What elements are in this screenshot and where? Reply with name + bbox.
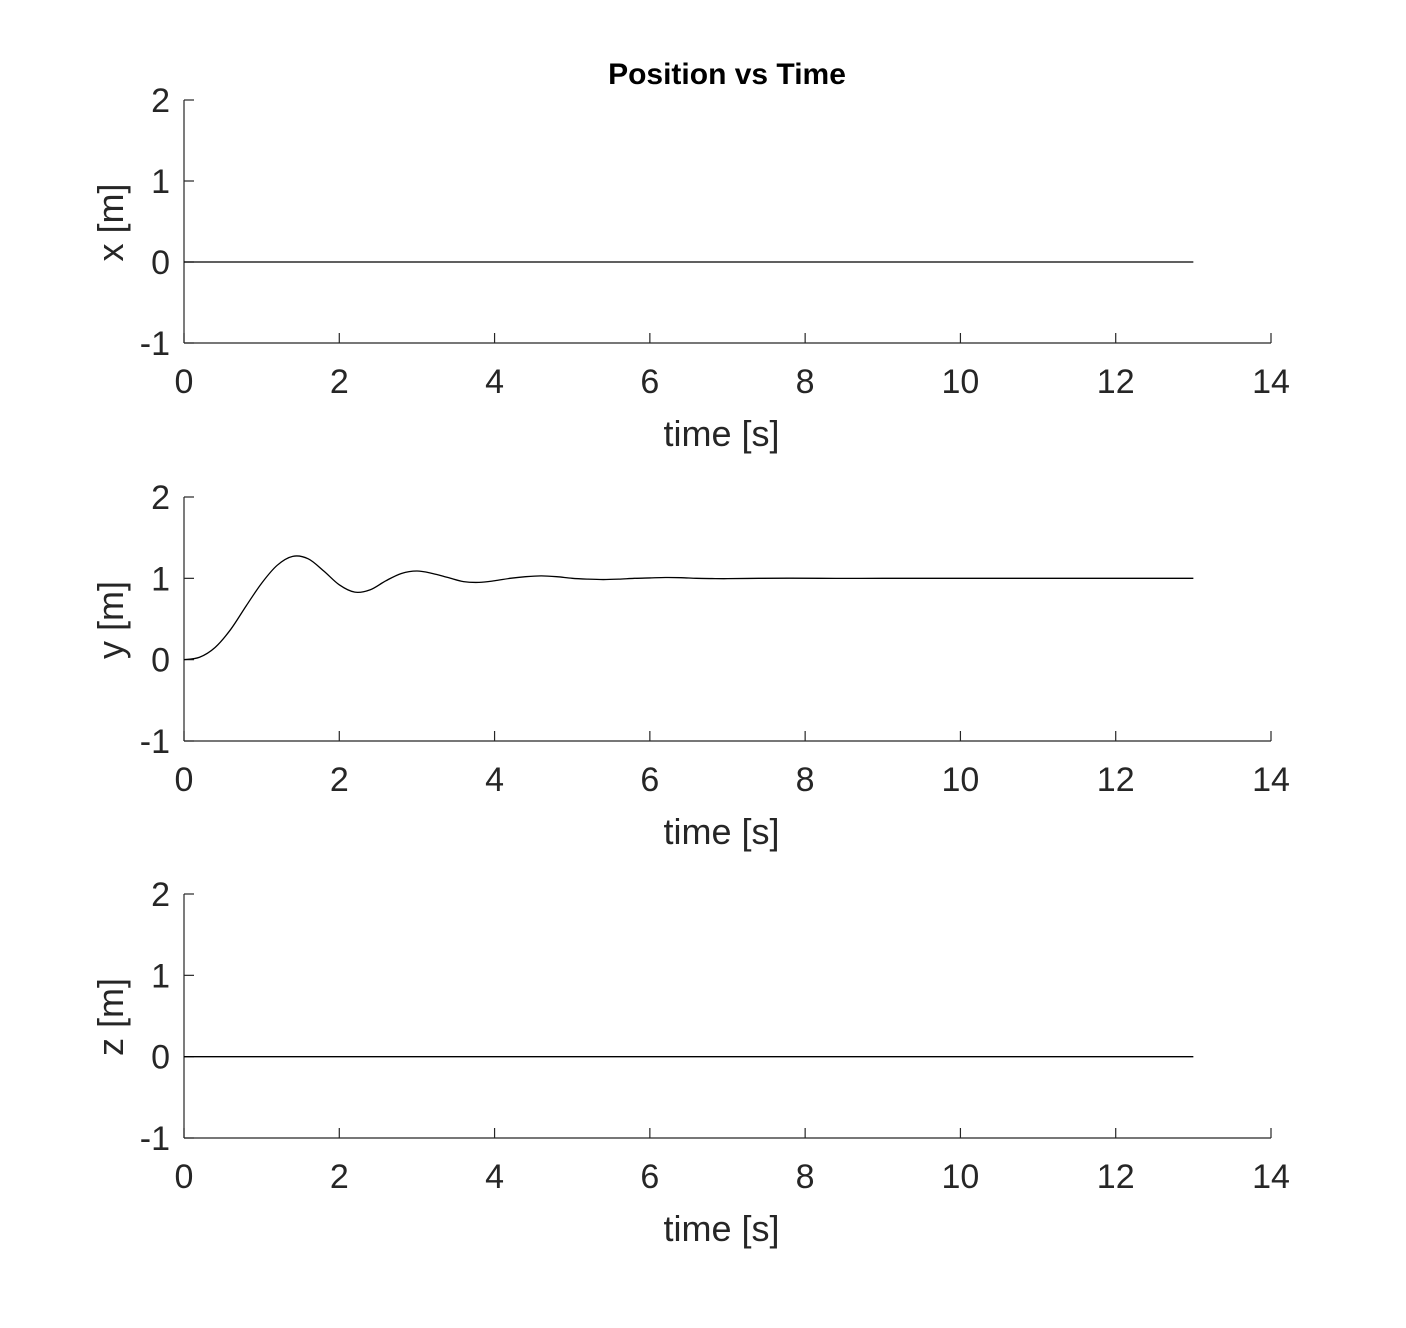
y-y-tick-label: 1 <box>151 560 170 598</box>
z-x-tick-label: 8 <box>796 1158 815 1196</box>
z-x-tick-label: 14 <box>1252 1158 1290 1196</box>
z-y-tick-label: 1 <box>151 957 170 995</box>
y-x-tick-label: 8 <box>796 761 815 799</box>
z-x-tick-label: 2 <box>330 1158 349 1196</box>
z-y-axis-label: z [m] <box>90 978 131 1056</box>
z-x-tick-label: 12 <box>1097 1158 1135 1196</box>
y-y-tick-label: -1 <box>140 723 170 761</box>
z-y-tick-label: 2 <box>151 876 170 914</box>
z-x-axis-label: time [s] <box>663 1208 779 1249</box>
z-x-tick-label: 0 <box>175 1158 194 1196</box>
x-x-tick-label: 0 <box>175 363 194 401</box>
y-x-tick-label: 10 <box>942 761 980 799</box>
x-x-tick-label: 4 <box>485 363 504 401</box>
x-x-tick-label: 10 <box>942 363 980 401</box>
y-x-tick-label: 12 <box>1097 761 1135 799</box>
y-y-tick-label: 0 <box>151 642 170 680</box>
y-x-tick-label: 14 <box>1252 761 1290 799</box>
z-x-tick-label: 10 <box>942 1158 980 1196</box>
x-y-tick-label: 1 <box>151 163 170 201</box>
x-x-tick-label: 8 <box>796 363 815 401</box>
z-x-tick-label: 6 <box>640 1158 659 1196</box>
x-x-tick-label: 2 <box>330 363 349 401</box>
x-x-tick-label: 12 <box>1097 363 1135 401</box>
y-y-axis-label: y [m] <box>90 581 131 659</box>
x-y-tick-label: -1 <box>140 325 170 363</box>
x-x-axis-label: time [s] <box>663 413 779 454</box>
x-y-axis-label: x [m] <box>90 184 131 262</box>
y-x-axis-label: time [s] <box>663 811 779 852</box>
z-y-tick-label: 0 <box>151 1039 170 1077</box>
y-x-tick-label: 4 <box>485 761 504 799</box>
x-x-tick-label: 6 <box>640 363 659 401</box>
y-x-tick-label: 2 <box>330 761 349 799</box>
y-x-tick-label: 0 <box>175 761 194 799</box>
y-x-tick-label: 6 <box>640 761 659 799</box>
x-y-tick-label: 2 <box>151 82 170 120</box>
z-y-tick-label: -1 <box>140 1120 170 1158</box>
x-y-tick-label: 0 <box>151 244 170 282</box>
z-x-tick-label: 4 <box>485 1158 504 1196</box>
y-y-tick-label: 2 <box>151 479 170 517</box>
y-position-series-line <box>183 555 1194 661</box>
x-x-tick-label: 14 <box>1252 363 1290 401</box>
figure-title: Position vs Time <box>608 58 846 91</box>
